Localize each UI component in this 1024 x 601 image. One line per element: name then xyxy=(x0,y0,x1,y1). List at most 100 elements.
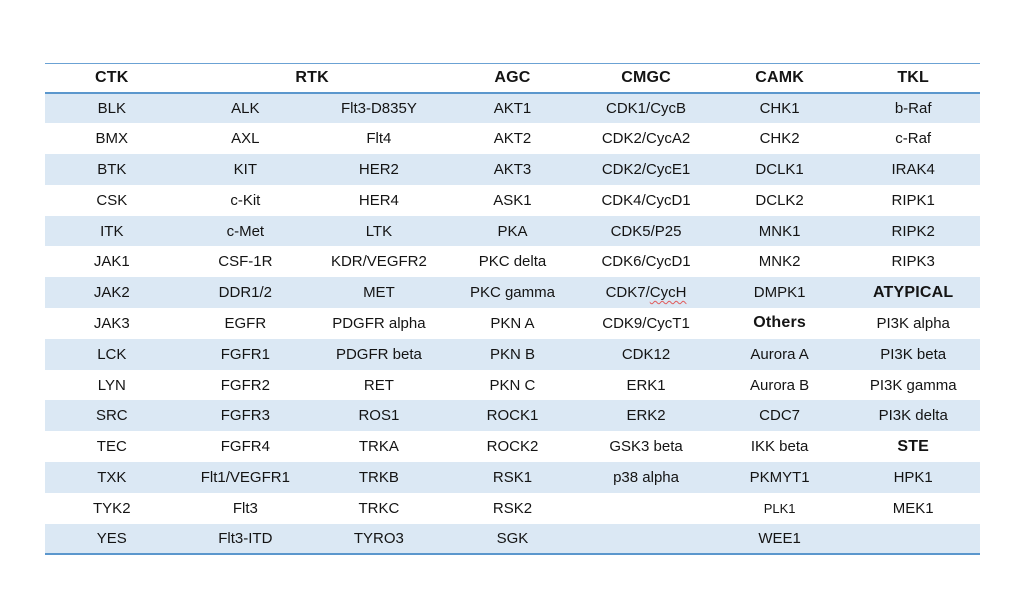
table-row: TXK Flt1/VEGFR1 TRKB RSK1 p38 alpha PKMYT1 HPK… xyxy=(45,462,980,493)
kinase-cell: CDK6/CycD1 xyxy=(601,253,691,271)
kinase-cell: CDK4/CycD1 xyxy=(601,191,691,209)
kinase-cell: FGFR2 xyxy=(220,376,270,394)
kinase-cell: TRKC xyxy=(358,499,400,517)
column-header-agc: AGC xyxy=(494,68,531,86)
kinase-cell: CHK2 xyxy=(759,130,800,148)
kinase-cell: JAK3 xyxy=(93,314,130,332)
kinase-cell: YES xyxy=(96,530,127,548)
table-row: JAK2 DDR1/2 MET PKC gamma CDK7/CycH DMPK1 ATYP… xyxy=(45,277,980,309)
kinase-cell: ROCK1 xyxy=(486,407,539,425)
kinase-cell: c-Met xyxy=(226,222,265,240)
kinase-cell: ITK xyxy=(100,222,124,240)
kinase-cell: PKN A xyxy=(490,314,535,332)
kinase-cell: HER4 xyxy=(358,191,399,209)
kinase-cell: FGFR1 xyxy=(220,345,270,363)
kinase-cell: FGFR4 xyxy=(220,438,270,456)
kinase-cell: JAK2 xyxy=(93,284,130,302)
kinase-cell: BTK xyxy=(97,160,127,178)
kinase-cell: RIPK2 xyxy=(891,222,935,240)
kinase-cell: LTK xyxy=(365,222,393,240)
table-row: YES Flt3-ITD TYRO3 SGK WEE1 xyxy=(45,523,980,555)
kinase-cell: RIPK3 xyxy=(891,253,935,271)
kinase-cell: ERK2 xyxy=(626,407,666,425)
kinase-cell: c-Kit xyxy=(230,191,261,209)
kinase-cell: CDK5/P25 xyxy=(610,222,682,240)
table-row: TYK2 Flt3 TRKC RSK2 PLK1 MEK1 xyxy=(45,492,980,524)
kinase-cell: RSK1 xyxy=(492,468,533,486)
kinase-family-table-container: CTK RTK AGC CMGC CAMK TKL BLK ALK Flt3-D835Y AKT… xyxy=(45,63,980,556)
kinase-cell: SGK xyxy=(496,530,529,548)
table-row: CSK c-Kit HER4 ASK1 CDK4/CycD1 DCLK2 RIPK1 xyxy=(45,184,980,216)
table-body: BLK ALK Flt3-D835Y AKT1 CDK1/CycB CHK1 b-Raf BM… xyxy=(45,92,980,555)
kinase-cell: MNK1 xyxy=(758,222,801,240)
kinase-cell: RIPK1 xyxy=(891,191,935,209)
kinase-cell: MNK2 xyxy=(758,253,801,271)
kinase-cell: CDK2/CycE1 xyxy=(601,160,691,178)
table-row: LYN FGFR2 RET PKN C ERK1 Aurora B PI3K gamma xyxy=(45,369,980,401)
kinase-cell: BMX xyxy=(95,130,129,148)
kinase-cell: Flt3-D835Y xyxy=(340,99,417,117)
kinase-cell: IKK beta xyxy=(750,438,809,456)
kinase-cell: CSK xyxy=(96,191,128,209)
kinase-cell: PKMYT1 xyxy=(749,468,810,486)
table-row: BLK ALK Flt3-D835Y AKT1 CDK1/CycB CHK1 b-Raf xyxy=(45,92,980,124)
kinase-cell: LCK xyxy=(97,345,127,363)
kinase-cell: PI3K gamma xyxy=(869,376,957,394)
kinase-cell: TRKA xyxy=(358,438,399,456)
kinase-cell: TEC xyxy=(96,438,127,456)
kinase-cell: TYRO3 xyxy=(353,530,404,548)
table-row: ITK c-Met LTK PKA CDK5/P25 MNK1 RIPK2 xyxy=(45,215,980,247)
kinase-cell: TXK xyxy=(97,468,127,486)
kinase-cell: PKC delta xyxy=(478,253,547,271)
column-header-tkl: TKL xyxy=(897,68,930,86)
kinase-cell: DCLK1 xyxy=(755,160,804,178)
column-header-rtk: RTK xyxy=(295,68,329,86)
kinase-cell: KIT xyxy=(233,160,258,178)
kinase-cell: DDR1/2 xyxy=(218,284,273,302)
kinase-cell: CHK1 xyxy=(759,99,800,117)
kinase-cell: TYK2 xyxy=(93,499,131,517)
column-header-camk: CAMK xyxy=(755,68,804,86)
kinase-cell: MEK1 xyxy=(892,499,934,517)
kinase-cell: RET xyxy=(363,376,394,394)
kinase-cell: PKN B xyxy=(489,345,535,363)
header-row: CTK RTK AGC CMGC CAMK TKL xyxy=(45,63,980,93)
column-header-cmgc: CMGC xyxy=(621,68,671,86)
kinase-cell: STE xyxy=(897,437,930,455)
kinase-cell: AXL xyxy=(231,130,260,148)
kinase-cell: IRAK4 xyxy=(891,160,935,178)
kinase-cell: PI3K delta xyxy=(878,407,948,425)
kinase-cell: PKC gamma xyxy=(469,284,555,302)
table-row: SRC FGFR3 ROS1 ROCK1 ERK2 CDC7 PI3K delta xyxy=(45,400,980,432)
kinase-cell: AKT2 xyxy=(493,130,532,148)
table-row: TEC FGFR4 TRKA ROCK2 GSK3 beta IKK beta STE xyxy=(45,431,980,463)
column-header-ctk: CTK xyxy=(95,68,129,86)
kinase-cell: HPK1 xyxy=(893,468,933,486)
kinase-cell: Aurora B xyxy=(749,376,810,394)
kinase-cell: PLK1 xyxy=(763,500,796,516)
kinase-cell: MET xyxy=(363,284,395,302)
kinase-cell: AKT3 xyxy=(493,160,532,178)
kinase-cell: c-Raf xyxy=(895,130,932,148)
spellcheck-flagged-text: CycH xyxy=(649,284,687,302)
kinase-cell: EGFR xyxy=(224,314,267,332)
kinase-cell: Flt3 xyxy=(232,499,258,517)
empty-cell xyxy=(846,524,980,555)
kinase-cell: LYN xyxy=(97,376,126,394)
kinase-cell: ASK1 xyxy=(493,191,532,209)
kinase-cell: ERK1 xyxy=(626,376,666,394)
kinase-cell: PI3K beta xyxy=(880,345,947,363)
kinase-cell: RSK2 xyxy=(492,499,533,517)
kinase-cell: TRKB xyxy=(358,468,399,486)
kinase-cell: ALK xyxy=(231,99,260,117)
kinase-cell: ATYPICAL xyxy=(872,283,954,301)
kinase-cell: GSK3 beta xyxy=(609,438,683,456)
kinase-cell: b-Raf xyxy=(894,99,932,117)
kinase-cell: AKT1 xyxy=(493,99,532,117)
kinase-cell: PKA xyxy=(497,222,528,240)
table-row: BTK KIT HER2 AKT3 CDK2/CycE1 DCLK1 IRAK4 xyxy=(45,154,980,185)
kinase-cell: HER2 xyxy=(358,160,399,178)
kinase-cell: FGFR3 xyxy=(220,407,270,425)
kinase-cell: PDGFR beta xyxy=(335,345,422,363)
kinase-cell: DMPK1 xyxy=(753,284,806,302)
